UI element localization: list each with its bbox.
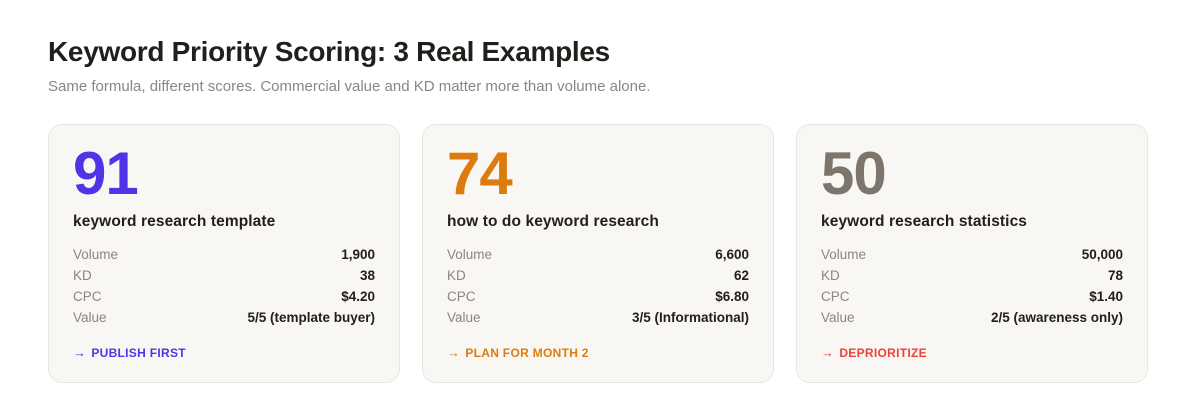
stat-label: CPC [821,289,850,305]
stats-list: Volume 1,900 KD 38 CPC $4.20 Value 5/5 (… [73,244,375,328]
priority-score: 91 [73,140,139,208]
stat-label: Value [821,310,855,326]
page-content: Keyword Priority Scoring: 3 Real Example… [48,36,1152,400]
keyword-card-deprioritize: 50 keyword research statistics Volume 50… [796,124,1148,384]
keyword-title: keyword research statistics [821,213,1028,231]
stat-label: KD [821,268,840,284]
priority-score: 74 [447,140,513,208]
stat-label: KD [447,268,466,284]
stat-label: CPC [73,289,102,305]
stat-row-volume: Volume 1,900 [73,244,375,265]
stat-value: 50,000 [1081,247,1123,263]
stat-row-value: Value 2/5 (awareness only) [821,307,1123,328]
priority-score: 50 [821,140,887,208]
arrow-right-icon: → [821,345,835,361]
stat-label: Volume [821,247,867,263]
stat-row-kd: KD 38 [73,265,375,286]
stat-value: 2/5 (awareness only) [990,310,1123,326]
stat-value: $6.80 [715,289,749,305]
action-label: DEPRIORITIZE [839,346,927,361]
stat-label: KD [73,268,92,284]
page-title: Keyword Priority Scoring: 3 Real Example… [48,36,610,67]
stat-value: 6,600 [715,247,749,263]
stat-value: 38 [359,268,375,284]
stat-row-kd: KD 62 [447,265,749,286]
keyword-card-plan-month-2: 74 how to do keyword research Volume 6,6… [422,124,774,384]
action-label: PUBLISH FIRST [91,346,186,361]
stat-row-cpc: CPC $4.20 [73,286,375,307]
stat-value: 3/5 (Informational) [631,310,749,326]
stat-value: 1,900 [341,247,375,263]
keyword-card-publish-first: 91 keyword research template Volume 1,90… [48,124,400,384]
arrow-right-icon: → [447,345,461,361]
stat-value: 5/5 (template buyer) [247,310,375,326]
stat-row-value: Value 3/5 (Informational) [447,307,749,328]
stat-row-cpc: CPC $1.40 [821,286,1123,307]
action-link-deprioritize[interactable]: → DEPRIORITIZE [821,345,927,360]
stat-value: $1.40 [1089,289,1123,305]
arrow-right-icon: → [73,345,87,361]
stat-label: Value [73,310,107,326]
stat-row-cpc: CPC $6.80 [447,286,749,307]
stat-value: 62 [733,268,749,284]
stats-list: Volume 6,600 KD 62 CPC $6.80 Value 3/5 (… [447,244,749,328]
stats-list: Volume 50,000 KD 78 CPC $1.40 Value 2/5 … [821,244,1123,328]
keyword-title: keyword research template [73,213,276,231]
stat-label: Volume [447,247,493,263]
stat-label: Volume [73,247,119,263]
stat-row-volume: Volume 6,600 [447,244,749,265]
page-subtitle: Same formula, different scores. Commerci… [48,78,651,96]
action-link-plan-month-2[interactable]: → PLAN FOR MONTH 2 [447,345,589,360]
stat-label: Value [447,310,481,326]
action-label: PLAN FOR MONTH 2 [465,346,589,361]
stat-value: 78 [1107,268,1123,284]
stat-value: $4.20 [341,289,375,305]
stat-row-volume: Volume 50,000 [821,244,1123,265]
keyword-title: how to do keyword research [447,213,659,231]
stat-row-kd: KD 78 [821,265,1123,286]
stat-row-value: Value 5/5 (template buyer) [73,307,375,328]
scoring-cards-row: 91 keyword research template Volume 1,90… [48,124,1148,384]
action-link-publish-first[interactable]: → PUBLISH FIRST [73,345,186,360]
stat-label: CPC [447,289,476,305]
